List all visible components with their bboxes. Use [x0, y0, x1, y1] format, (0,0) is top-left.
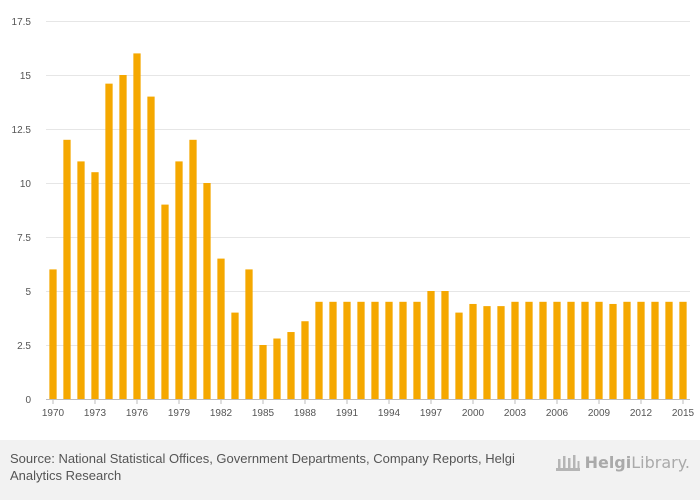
x-tick-label: 1985	[252, 408, 275, 419]
gridlines	[46, 21, 690, 346]
x-tick-label: 1979	[168, 408, 191, 419]
y-tick-label: 0	[25, 395, 31, 406]
bar-2008	[581, 301, 589, 399]
x-tick-label: 2006	[546, 408, 569, 419]
bar-2009	[595, 301, 603, 399]
x-tick-label: 1976	[126, 408, 149, 419]
source-label: Source:	[10, 451, 55, 466]
bar-2012	[637, 301, 645, 399]
y-tick-label: 10	[20, 179, 32, 190]
source-note: Source: National Statistical Offices, Go…	[10, 450, 540, 484]
x-tick-label: 1973	[84, 408, 107, 419]
bar-1976	[133, 53, 141, 400]
x-tick-label: 1994	[378, 408, 401, 419]
bar-1978	[161, 204, 169, 399]
bar-2000	[469, 303, 477, 399]
bar-1984	[245, 269, 253, 399]
bar-1973	[91, 172, 99, 399]
y-axis-ticks: 0 2.5 5 7.5 10 12.5 15 17.5	[12, 17, 32, 406]
logo-text-library: Library.	[631, 452, 690, 472]
bar-1971	[63, 139, 71, 400]
x-axis-ticks: 1970 1973 1976 1979 1982 1985 1988 1991 1994 1997…	[42, 399, 695, 419]
bar-1974	[105, 83, 113, 399]
bar-1991	[343, 301, 351, 399]
logo-text-helgi: Helgi	[584, 452, 632, 472]
bar-1979	[175, 161, 183, 399]
bar-1994	[385, 301, 393, 399]
x-tick-label: 2003	[504, 408, 527, 419]
bar-1982	[217, 258, 225, 399]
helgi-library-logo: Helgi Library.	[555, 452, 690, 472]
x-tick-label: 1991	[336, 408, 359, 419]
bar-1986	[273, 338, 281, 399]
bar-1980	[189, 139, 197, 400]
bar-2013	[651, 301, 659, 399]
bar-2001	[483, 306, 491, 399]
y-tick-label: 17.5	[12, 17, 32, 28]
y-tick-label: 2.5	[17, 341, 31, 352]
bar-1999	[455, 312, 463, 399]
bar-1992	[357, 301, 365, 399]
bar-1970	[49, 269, 57, 399]
bar-1989	[315, 301, 323, 399]
x-tick-label: 1982	[210, 408, 233, 419]
bar-1985	[259, 345, 267, 399]
bar-1972	[77, 161, 85, 399]
x-tick-label: 1988	[294, 408, 317, 419]
y-tick-label: 15	[20, 71, 32, 82]
bar-2015	[679, 301, 687, 399]
bar-2003	[511, 301, 519, 399]
bar-2011	[623, 301, 631, 399]
y-tick-label: 12.5	[12, 125, 32, 136]
y-tick-label: 7.5	[17, 233, 31, 244]
footer: Source: National Statistical Offices, Go…	[0, 440, 700, 500]
bar-2002	[497, 306, 505, 399]
x-tick-label: 2015	[672, 408, 695, 419]
x-tick-label: 2000	[462, 408, 485, 419]
x-tick-label: 2009	[588, 408, 611, 419]
bar-1987	[287, 332, 295, 399]
bar-1975	[119, 75, 127, 399]
bar-2004	[525, 301, 533, 399]
bar-1977	[147, 96, 155, 399]
bars	[49, 53, 687, 400]
bar-2014	[665, 301, 673, 399]
bar-2007	[567, 301, 575, 399]
x-tick-label: 1970	[42, 408, 65, 419]
bar-1997	[427, 291, 435, 399]
source-text: National Statistical Offices, Government…	[10, 451, 515, 483]
x-tick-label: 1997	[420, 408, 443, 419]
x-tick-label: 2012	[630, 408, 653, 419]
bar-2006	[553, 301, 561, 399]
bar-1983	[231, 312, 239, 399]
bar-1993	[371, 301, 379, 399]
bar-1998	[441, 291, 449, 399]
bar-1996	[413, 301, 421, 399]
bar-chart: 0 2.5 5 7.5 10 12.5 15 17.5 1970 1973 1976 1979 198…	[12, 17, 695, 419]
bar-1995	[399, 301, 407, 399]
y-tick-label: 5	[25, 287, 31, 298]
bar-2010	[609, 303, 617, 399]
bar-1990	[329, 301, 337, 399]
library-building-icon	[555, 455, 580, 471]
bar-1988	[301, 321, 309, 399]
bar-2005	[539, 301, 547, 399]
bar-1981	[203, 183, 211, 399]
